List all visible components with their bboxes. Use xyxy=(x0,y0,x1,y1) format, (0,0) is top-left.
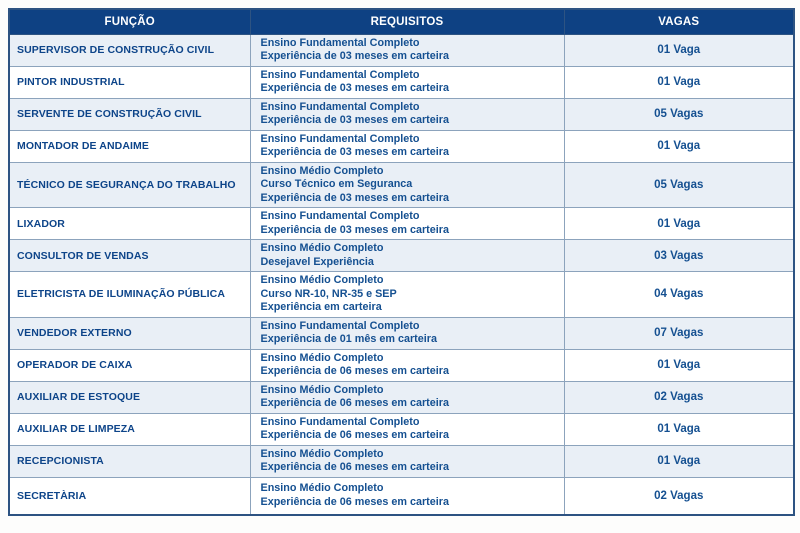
job-title-cell: AUXILIAR DE LIMPEZA xyxy=(8,412,251,446)
job-title-cell: OPERADOR DE CAIXA xyxy=(8,348,251,382)
requirements-cell: Ensino Médio Completo Curso Técnico em Se… xyxy=(249,161,565,208)
requirement-line: Experiência de 06 meses em carteira xyxy=(260,397,449,409)
column-header-funcao: FUNÇÃO xyxy=(8,8,251,35)
table-row: LIXADOR Ensino Fundamental Completo Experi… xyxy=(8,207,795,240)
vacancies-cell: 01 Vaga xyxy=(563,412,795,446)
requirement-line: Ensino Fundamental Completo xyxy=(260,36,420,49)
job-title-cell: PINTOR INDUSTRIAL xyxy=(8,65,251,99)
requirement-line: Experiência de 06 meses em carteira xyxy=(260,495,449,508)
table-body: SUPERVISOR DE CONSTRUÇÃO CIVIL Ensino Fun… xyxy=(8,33,795,516)
table-row: SERVENTE DE CONSTRUÇÃO CIVIL Ensino Funda… xyxy=(8,97,795,131)
vacancies-cell: 01 Vaga xyxy=(563,444,795,478)
requirement-line: Ensino Médio Completo xyxy=(260,274,384,286)
table-row: AUXILIAR DE LIMPEZA Ensino Fundamental Co… xyxy=(8,412,795,446)
requirement-line: Experiência de 03 meses em carteira xyxy=(260,191,449,204)
job-title-cell: RECEPCIONISTA xyxy=(8,444,251,478)
requirements-cell: Ensino Fundamental Completo Experiência d… xyxy=(249,316,565,350)
requirement-line: Experiência de 03 meses em carteira xyxy=(260,223,449,236)
table-header: FUNÇÃO REQUISITOS VAGAS xyxy=(8,8,795,35)
requirement-line: Ensino Fundamental Completo xyxy=(260,415,420,428)
job-title-cell: SUPERVISOR DE CONSTRUÇÃO CIVIL xyxy=(8,33,251,67)
requirement-line: Experiência de 06 meses em carteira xyxy=(260,429,449,441)
requirement-line: Curso Técnico em Seguranca xyxy=(260,178,413,190)
vacancies-cell: 01 Vaga xyxy=(563,348,795,382)
job-title-cell: VENDEDOR EXTERNO xyxy=(8,316,251,350)
requirement-line: Experiência de 03 meses em carteira xyxy=(260,146,449,158)
column-header-vagas: VAGAS xyxy=(563,8,795,35)
vacancies-cell: 02 Vagas xyxy=(563,476,795,516)
requirement-line: Ensino Fundamental Completo xyxy=(260,68,420,81)
requirements-cell: Ensino Fundamental Completo Experiência d… xyxy=(249,129,565,163)
requirement-line: Ensino Fundamental Completo xyxy=(260,210,420,222)
requirement-line: Ensino Médio Completo xyxy=(260,482,384,495)
table-row: AUXILIAR DE ESTOQUE Ensino Médio Completo… xyxy=(8,380,795,414)
vacancies-cell: 01 Vaga xyxy=(563,129,795,163)
requirements-cell: Ensino Fundamental Completo Experiência d… xyxy=(249,207,565,240)
requirements-cell: Ensino Médio Completo Curso NR-10, NR-35 … xyxy=(249,271,565,318)
requirement-line: Ensino Médio Completo xyxy=(260,242,384,254)
requirements-cell: Ensino Médio Completo Experiência de 06 m… xyxy=(249,380,565,414)
job-title-cell: SERVENTE DE CONSTRUÇÃO CIVIL xyxy=(8,97,251,131)
vacancies-cell: 05 Vagas xyxy=(563,161,795,208)
requirement-line: Ensino Fundamental Completo xyxy=(260,319,420,332)
job-title-cell: SECRETÀRIA xyxy=(8,476,251,516)
table-row: CONSULTOR DE VENDAS Ensino Médio Completo… xyxy=(8,239,795,272)
requirements-cell: Ensino Médio Completo Experiência de 06 m… xyxy=(249,348,565,382)
requirement-line: Ensino Médio Completo xyxy=(260,164,384,177)
vacancies-cell: 01 Vaga xyxy=(563,207,795,240)
vacancies-cell: 05 Vagas xyxy=(563,97,795,131)
requirement-line: Ensino Médio Completo xyxy=(260,383,384,396)
table-row: SECRETÀRIA Ensino Médio Completo Experiênc… xyxy=(8,476,795,516)
header-row: FUNÇÃO REQUISITOS VAGAS xyxy=(8,8,795,35)
table-row: VENDEDOR EXTERNO Ensino Fundamental Compl… xyxy=(8,316,795,350)
requirement-line: Experiência em carteira xyxy=(260,301,382,313)
vacancies-cell: 01 Vaga xyxy=(563,33,795,67)
requirement-line: Experiência de 03 meses em carteira xyxy=(260,114,449,126)
column-header-requisitos: REQUISITOS xyxy=(249,8,565,35)
requirements-cell: Ensino Fundamental Completo Experiência d… xyxy=(249,65,565,99)
vacancies-cell: 07 Vagas xyxy=(563,316,795,350)
job-title-cell: LIXADOR xyxy=(8,207,251,240)
job-title-cell: ELETRICISTA DE ILUMINAÇÃO PÚBLICA xyxy=(8,271,251,318)
vacancies-cell: 04 Vagas xyxy=(563,271,795,318)
table-row: RECEPCIONISTA Ensino Médio Completo Experi… xyxy=(8,444,795,478)
requirements-cell: Ensino Fundamental Completo Experiência d… xyxy=(249,97,565,131)
table-row: PINTOR INDUSTRIAL Ensino Fundamental Comp… xyxy=(8,65,795,99)
vacancies-cell: 02 Vagas xyxy=(563,380,795,414)
job-title-cell: AUXILIAR DE ESTOQUE xyxy=(8,380,251,414)
job-title-cell: TÉCNICO DE SEGURANÇA DO TRABALHO xyxy=(8,161,251,208)
requirement-line: Curso NR-10, NR-35 e SEP xyxy=(260,287,397,300)
requirements-cell: Ensino Médio Completo Experiência de 06 m… xyxy=(249,476,565,516)
table-row: ELETRICISTA DE ILUMINAÇÃO PÚBLICA Ensino … xyxy=(8,271,795,318)
table-row: OPERADOR DE CAIXA Ensino Médio Completo Ex… xyxy=(8,348,795,382)
requirements-cell: Ensino Fundamental Completo Experiência d… xyxy=(249,33,565,67)
requirement-line: Experiência de 03 meses em carteira xyxy=(260,82,449,94)
table-row: SUPERVISOR DE CONSTRUÇÃO CIVIL Ensino Fun… xyxy=(8,33,795,67)
requirement-line: Ensino Médio Completo xyxy=(260,351,384,364)
vacancies-cell: 01 Vaga xyxy=(563,65,795,99)
job-title-cell: CONSULTOR DE VENDAS xyxy=(8,239,251,272)
table-row: MONTADOR DE ANDAIME Ensino Fundamental Co… xyxy=(8,129,795,163)
vacancies-cell: 03 Vagas xyxy=(563,239,795,272)
requirement-line: Experiência de 06 meses em carteira xyxy=(260,461,449,473)
requirement-line: Desejavel Experiência xyxy=(260,255,374,268)
requirement-line: Ensino Fundamental Completo xyxy=(260,100,420,113)
job-vacancies-table: FUNÇÃO REQUISITOS VAGAS SUPERVISOR DE CO… xyxy=(8,8,795,516)
requirements-cell: Ensino Fundamental Completo Experiência d… xyxy=(249,412,565,446)
requirement-line: Experiência de 03 meses em carteira xyxy=(260,50,449,62)
requirement-line: Ensino Médio Completo xyxy=(260,447,384,460)
requirement-line: Ensino Fundamental Completo xyxy=(260,132,420,145)
job-title-cell: MONTADOR DE ANDAIME xyxy=(8,129,251,163)
requirement-line: Experiência de 06 meses em carteira xyxy=(260,365,449,377)
requirements-cell: Ensino Médio Completo Experiência de 06 m… xyxy=(249,444,565,478)
requirement-line: Experiência de 01 mês em carteira xyxy=(260,333,437,345)
requirements-cell: Ensino Médio Completo Desejavel Experiênc… xyxy=(249,239,565,272)
table-row: TÉCNICO DE SEGURANÇA DO TRABALHO Ensino M… xyxy=(8,161,795,208)
